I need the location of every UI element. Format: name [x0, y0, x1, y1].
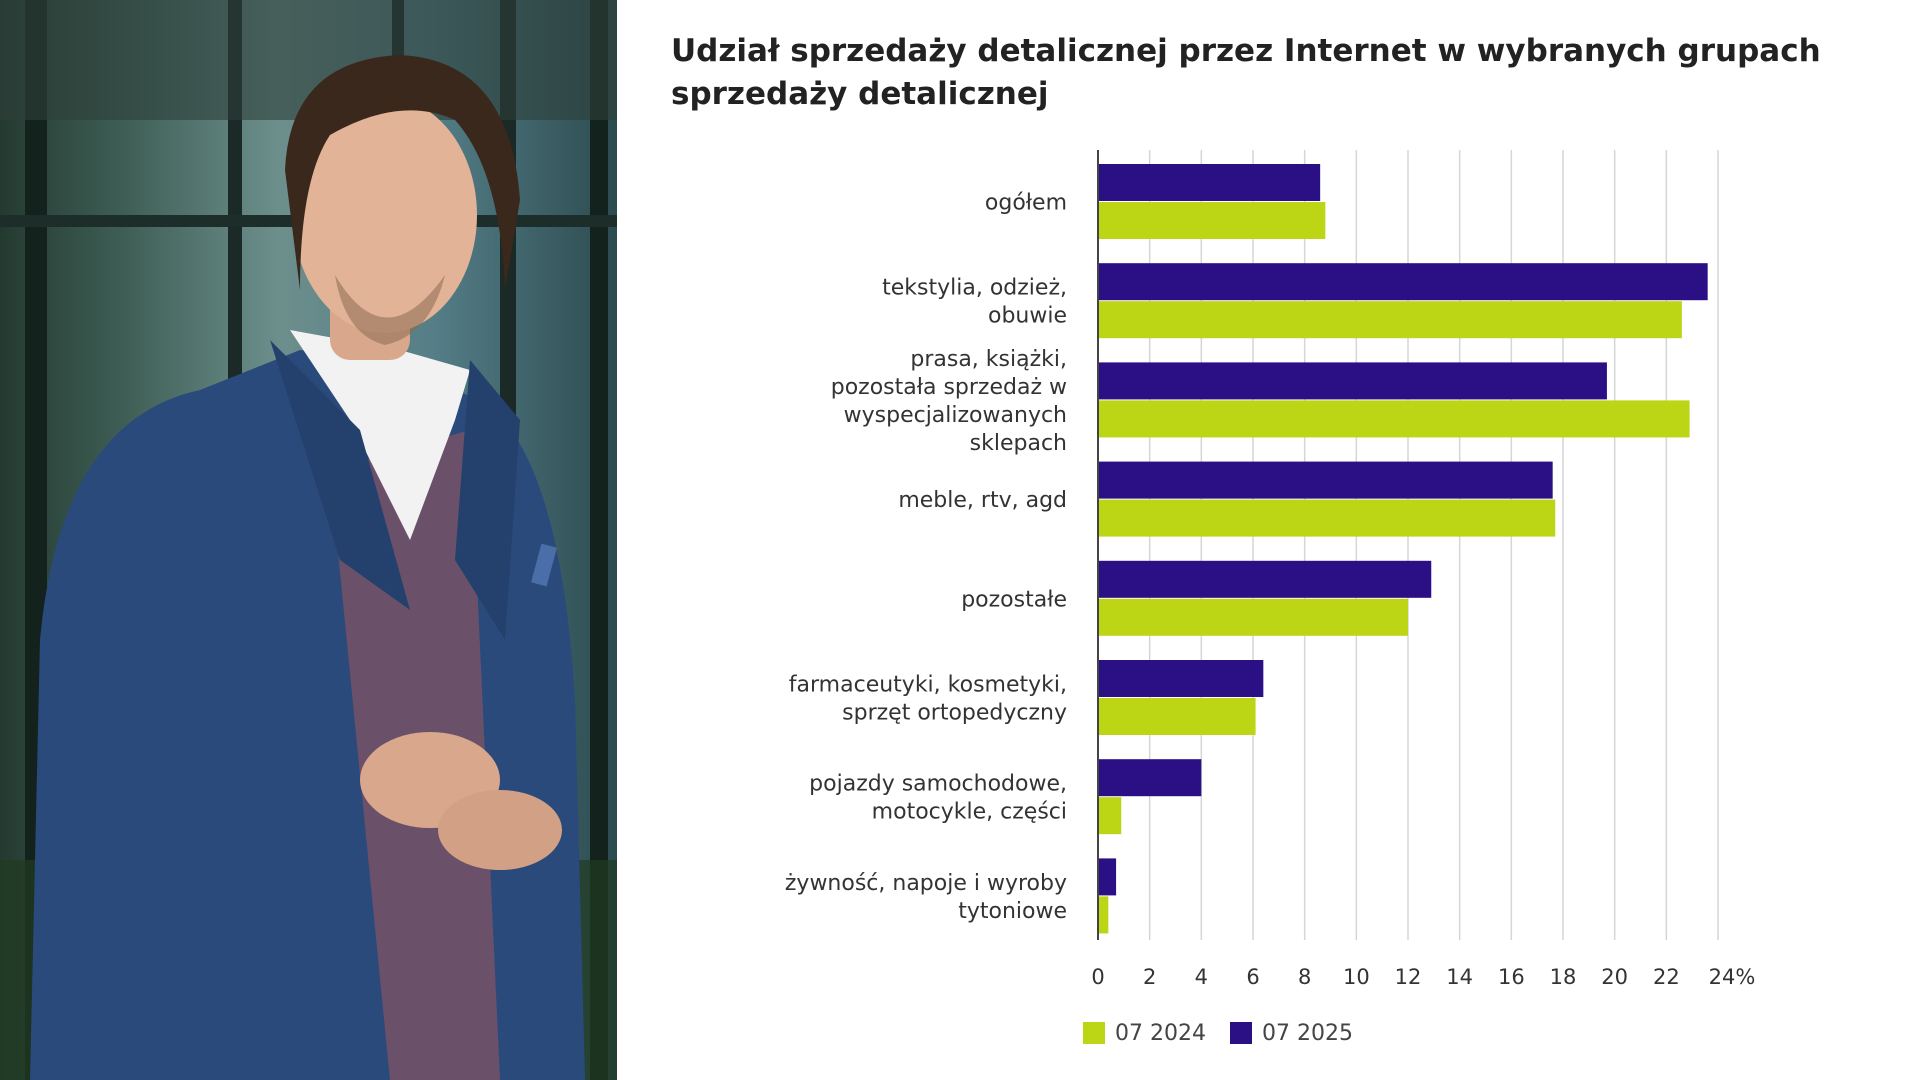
- category-label-line: żywność, napoje i wyroby: [785, 871, 1067, 896]
- bar: [1098, 164, 1321, 201]
- category-label-line: sklepach: [970, 431, 1067, 456]
- bar: [1098, 797, 1122, 835]
- legend-label: 07 2024: [1115, 1020, 1206, 1046]
- x-tick-label: 4: [1195, 965, 1208, 989]
- bar: [1098, 759, 1202, 797]
- category-label-line: pozostałe: [961, 587, 1067, 612]
- bar: [1098, 858, 1117, 896]
- x-tick-label: 14: [1446, 965, 1473, 989]
- portrait-photo: [0, 0, 617, 1080]
- x-tick-label: 22: [1653, 965, 1680, 989]
- category-label-line: meble, rtv, agd: [898, 488, 1067, 513]
- x-tick-label: 10: [1343, 965, 1370, 989]
- category-label-line: farmaceutyki, kosmetyki,: [789, 673, 1067, 698]
- legend-item: 07 2024: [1083, 1021, 1206, 1046]
- x-tick-labels: 0 2 4 6 8 10 12 14 16 18 20 22 24%: [1091, 965, 1755, 989]
- bar: [1098, 362, 1607, 400]
- category-label-line: pojazdy samochodowe,: [809, 772, 1067, 797]
- category-label-line: wyspecjalizowanych: [844, 403, 1067, 428]
- x-tick-label: 2: [1143, 965, 1156, 989]
- bar: [1098, 263, 1708, 301]
- bar: [1098, 461, 1553, 499]
- x-tick-label: 16: [1498, 965, 1525, 989]
- bar: [1098, 660, 1264, 697]
- chart-title: Udział sprzedaży detalicznej przez Inter…: [671, 33, 1821, 112]
- bar: [1098, 400, 1690, 438]
- category-label: pojazdy samochodowe, motocykle, części: [809, 772, 1067, 825]
- legend-swatch: [1229, 1022, 1252, 1044]
- category-label-line: tekstylia, odzież,: [882, 276, 1067, 301]
- bar: [1098, 301, 1682, 339]
- category-label-line: obuwie: [988, 304, 1067, 329]
- x-tick-label: 24%: [1709, 965, 1756, 989]
- category-label-line: ogółem: [985, 191, 1067, 216]
- category-label: prasa, książki, pozostała sprzedaż w wyspe…: [831, 347, 1067, 456]
- bar: [1098, 698, 1256, 735]
- x-tick-label: 12: [1395, 965, 1422, 989]
- bar: [1098, 560, 1432, 598]
- category-label: farmaceutyki, kosmetyki, sprzęt ortopedyc…: [789, 673, 1067, 726]
- x-tick-label: 8: [1298, 965, 1311, 989]
- x-tick-label: 0: [1091, 965, 1104, 989]
- legend-label: 07 2025: [1261, 1020, 1353, 1046]
- category-label-line: motocykle, części: [872, 800, 1067, 825]
- category-labels: ogółem tekstylia, odzież, obuwie prasa, ksi…: [785, 191, 1067, 924]
- bar-chart: ogółem tekstylia, odzież, obuwie prasa, ksi…: [785, 150, 1755, 989]
- category-label: pozostałe: [961, 587, 1067, 612]
- category-label-line: pozostała sprzedaż w: [831, 375, 1067, 400]
- category-label-line: tytoniowe: [958, 899, 1067, 924]
- legend-swatch: [1083, 1022, 1105, 1044]
- x-tick-label: 20: [1601, 965, 1628, 989]
- x-tick-label: 6: [1246, 965, 1259, 989]
- bar: [1098, 598, 1408, 636]
- chart-panel: Udział sprzedaży detalicznej przez Inter…: [617, 0, 1920, 1080]
- legend: 07 2024 07 2025: [1083, 1018, 1377, 1048]
- category-label: meble, rtv, agd: [898, 488, 1067, 513]
- bar: [1098, 499, 1556, 537]
- category-label: żywność, napoje i wyroby tytoniowe: [785, 871, 1067, 924]
- category-label: ogółem: [985, 191, 1067, 216]
- x-tick-label: 18: [1550, 965, 1577, 989]
- bars: [1098, 164, 1708, 934]
- bar: [1098, 896, 1109, 934]
- category-label: tekstylia, odzież, obuwie: [882, 276, 1067, 329]
- legend-item: 07 2025: [1229, 1020, 1353, 1046]
- category-label-line: sprzęt ortopedyczny: [842, 701, 1067, 726]
- bar: [1098, 202, 1326, 239]
- category-label-line: prasa, książki,: [910, 347, 1067, 372]
